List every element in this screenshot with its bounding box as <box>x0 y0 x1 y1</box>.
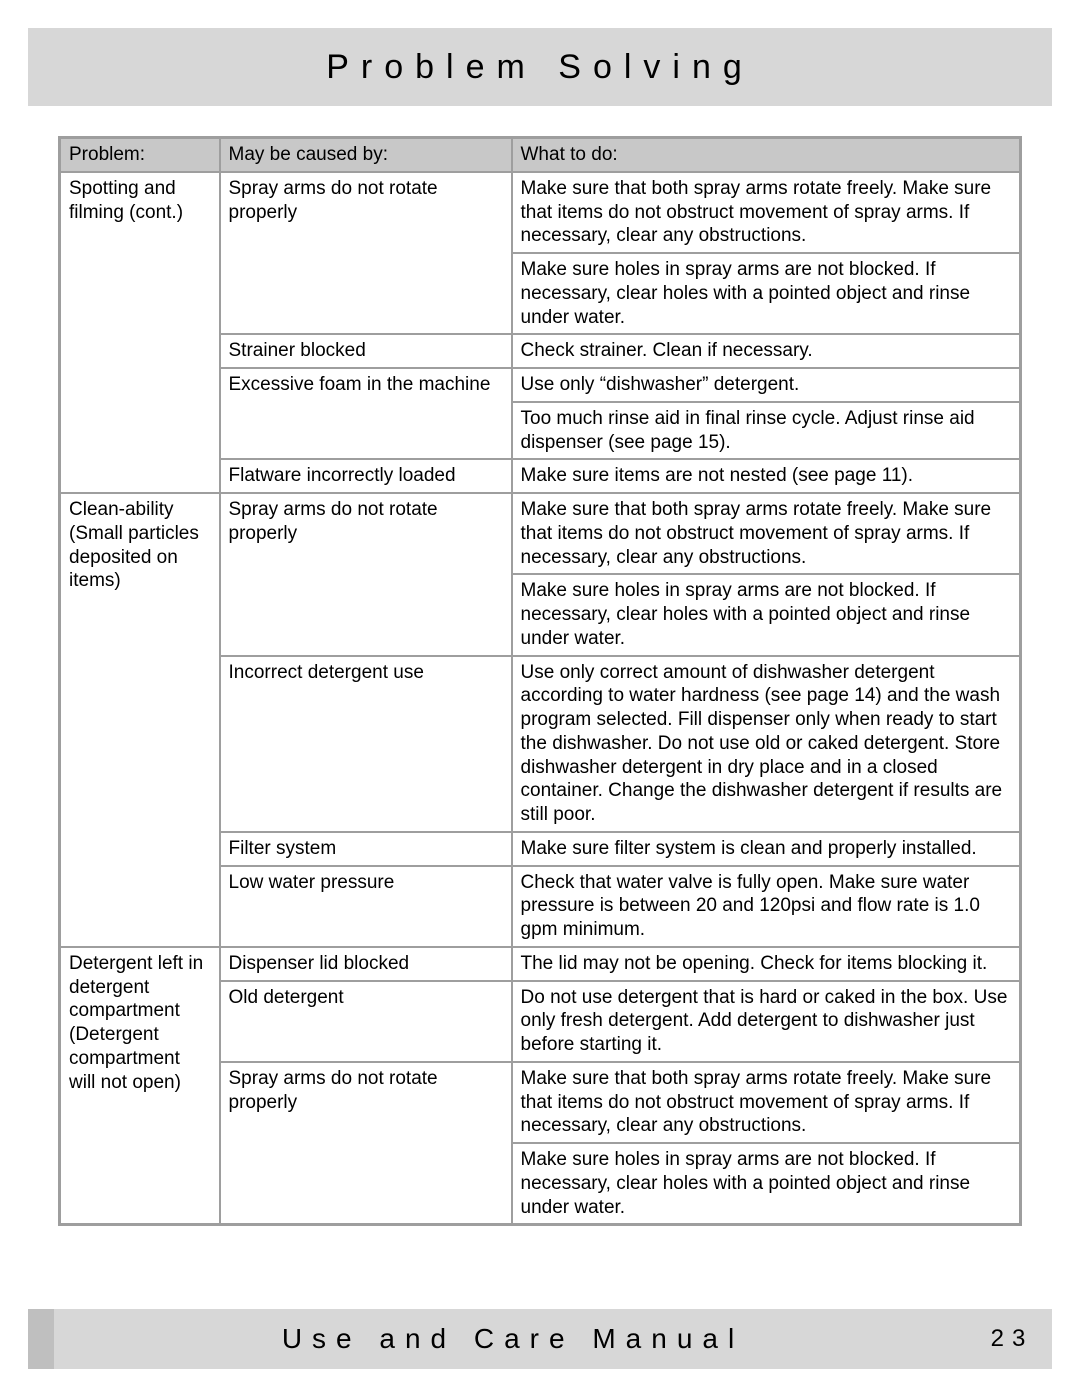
cell-action: Make sure holes in spray arms are not bl… <box>512 1143 1021 1225</box>
cell-cause: Filter system <box>220 832 512 866</box>
cell-action: Make sure filter system is clean and pro… <box>512 832 1021 866</box>
cell-cause: Flatware incorrectly loaded <box>220 459 512 493</box>
col-header-problem: Problem: <box>60 138 220 172</box>
cell-problem: Spotting and filming (cont.) <box>60 172 220 493</box>
cell-action: The lid may not be opening. Check for it… <box>512 947 1021 981</box>
cell-cause: Old detergent <box>220 981 512 1062</box>
cell-cause: Low water pressure <box>220 866 512 947</box>
page-footer: Use and Care Manual 23 <box>28 1309 1052 1369</box>
table-body: Spotting and filming (cont.)Spray arms d… <box>60 172 1021 1225</box>
page-number: 23 <box>972 1325 1052 1353</box>
cell-cause: Strainer blocked <box>220 334 512 368</box>
cell-action: Check strainer. Clean if necessary. <box>512 334 1021 368</box>
cell-cause: Incorrect detergent use <box>220 656 512 832</box>
table-row: Clean-ability (Small particles deposited… <box>60 493 1021 574</box>
cell-cause: Dispenser lid blocked <box>220 947 512 981</box>
cell-action: Do not use detergent that is hard or cak… <box>512 981 1021 1062</box>
cell-action: Use only “dishwasher” detergent. <box>512 368 1021 402</box>
table-head: Problem: May be caused by: What to do: <box>60 138 1021 172</box>
cell-cause: Spray arms do not rotate properly <box>220 172 512 335</box>
cell-action: Make sure that both spray arms rotate fr… <box>512 493 1021 574</box>
cell-action: Make sure holes in spray arms are not bl… <box>512 574 1021 655</box>
cell-action: Make sure items are not nested (see page… <box>512 459 1021 493</box>
manual-page: Problem Solving Problem: May be caused b… <box>0 0 1080 1397</box>
cell-action: Make sure that both spray arms rotate fr… <box>512 172 1021 253</box>
troubleshooting-table-container: Problem: May be caused by: What to do: S… <box>58 136 1022 1226</box>
cell-action: Check that water valve is fully open. Ma… <box>512 866 1021 947</box>
cell-cause: Excessive foam in the machine <box>220 368 512 459</box>
table-row: Detergent left in detergent compartment … <box>60 947 1021 981</box>
col-header-cause: May be caused by: <box>220 138 512 172</box>
cell-cause: Spray arms do not rotate properly <box>220 1062 512 1225</box>
cell-action: Use only correct amount of dishwasher de… <box>512 656 1021 832</box>
page-header: Problem Solving <box>28 28 1052 106</box>
page-title: Problem Solving <box>326 48 754 87</box>
cell-action: Make sure that both spray arms rotate fr… <box>512 1062 1021 1143</box>
cell-action: Too much rinse aid in final rinse cycle.… <box>512 402 1021 460</box>
cell-cause: Spray arms do not rotate properly <box>220 493 512 656</box>
cell-problem: Detergent left in detergent compartment … <box>60 947 220 1225</box>
col-header-action: What to do: <box>512 138 1021 172</box>
footer-tab <box>28 1309 54 1369</box>
table-row: Spotting and filming (cont.)Spray arms d… <box>60 172 1021 253</box>
footer-title: Use and Care Manual <box>54 1323 972 1355</box>
cell-problem: Clean-ability (Small particles deposited… <box>60 493 220 947</box>
cell-action: Make sure holes in spray arms are not bl… <box>512 253 1021 334</box>
troubleshooting-table: Problem: May be caused by: What to do: S… <box>58 136 1022 1226</box>
